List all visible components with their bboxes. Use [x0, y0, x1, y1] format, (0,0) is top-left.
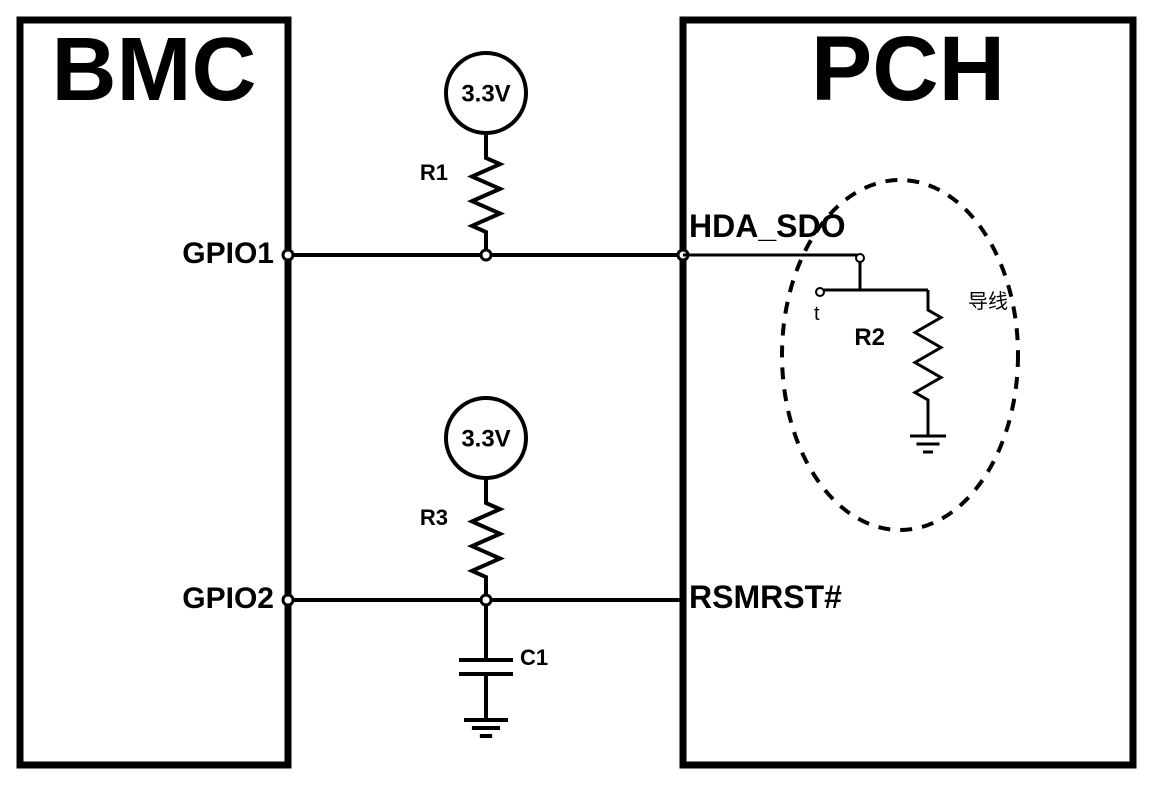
pch-internal-net: [683, 255, 928, 436]
pin-gpio1-label: GPIO1: [182, 237, 274, 270]
pin-rsmrst-label: RSMRST#: [689, 579, 842, 615]
pch-block: [683, 20, 1133, 765]
pin-gpio2-label: GPIO2: [182, 582, 274, 615]
capacitor-c1: [459, 600, 513, 720]
pch-label: PCH: [811, 18, 1005, 120]
ground-main-icon: [464, 720, 508, 736]
resistor-r1-label: R1: [420, 160, 448, 185]
resistor-r3-label: R3: [420, 505, 448, 530]
rail-3v3-top-label: 3.3V: [461, 80, 510, 107]
node-top-mid: [481, 250, 491, 260]
resistor-r2: [915, 290, 941, 420]
node-bot-mid: [481, 595, 491, 605]
resistor-r1: [472, 133, 500, 255]
resistor-r3: [472, 478, 500, 600]
dashed-ellipse: [782, 180, 1018, 530]
bmc-label: BMC: [52, 20, 257, 120]
wire-chinese-label: 导线: [968, 290, 1008, 313]
open-node-hda-internal: [856, 254, 864, 262]
ground-r2-icon: [910, 436, 946, 452]
capacitor-c1-label: C1: [520, 645, 548, 670]
open-node-t-end: [816, 288, 824, 296]
t-label: t: [814, 303, 820, 325]
node-gpio2: [283, 595, 293, 605]
node-gpio1: [283, 250, 293, 260]
bmc-block: [20, 20, 288, 765]
rail-3v3-bottom-label: 3.3V: [461, 425, 510, 452]
resistor-r2-label: R2: [854, 324, 885, 351]
